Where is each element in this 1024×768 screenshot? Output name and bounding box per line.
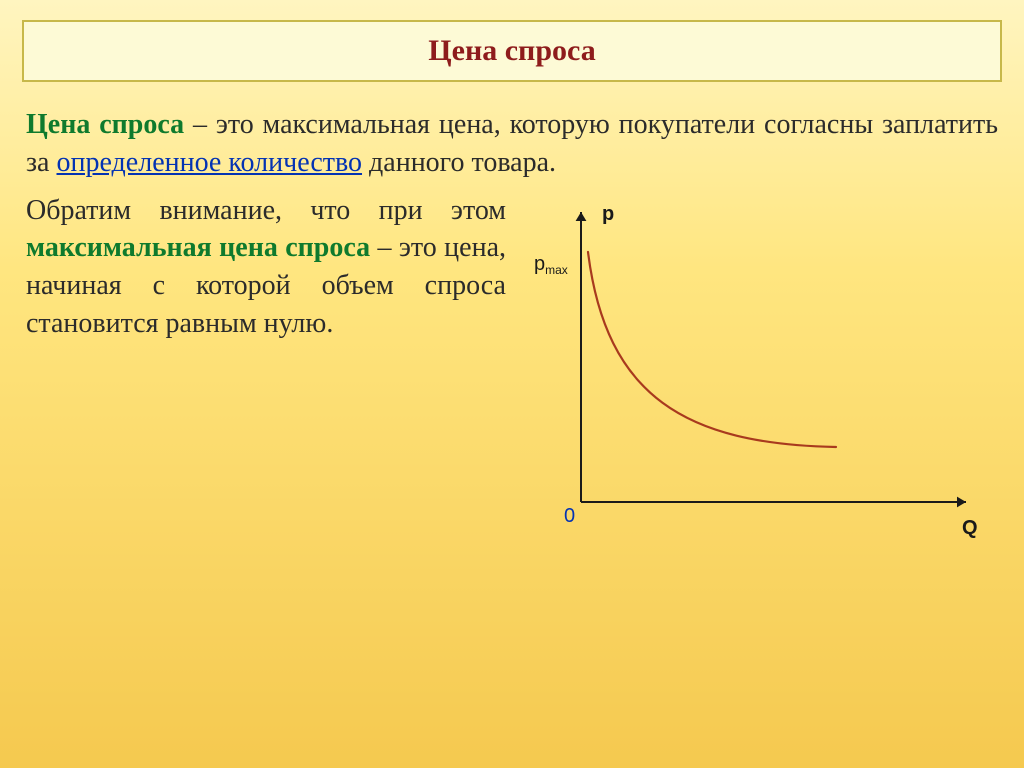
- title-panel: Цена спроса: [22, 20, 1002, 82]
- row-para-chart: Обратим внимание, что при этом максималь…: [26, 192, 998, 552]
- definition-paragraph: Цена спроса – это максимальная цена, кот…: [26, 106, 998, 182]
- page-title: Цена спроса: [24, 34, 1000, 68]
- demand-curve-chart: p Q 0 pmax: [526, 192, 998, 552]
- link-quantity[interactable]: определенное количество: [57, 147, 363, 178]
- svg-text:Q: Q: [962, 517, 978, 539]
- svg-text:p: p: [602, 203, 614, 225]
- body-text: Цена спроса – это максимальная цена, кот…: [26, 106, 998, 552]
- svg-text:pmax: pmax: [534, 253, 568, 277]
- term-demand-price: Цена спроса: [26, 109, 184, 140]
- chart-svg: p Q 0 pmax: [526, 192, 986, 552]
- def-text-2: данного товара.: [362, 147, 556, 178]
- term-max-demand-price: максимальная цена спроса: [26, 232, 370, 263]
- svg-text:0: 0: [564, 505, 575, 527]
- note-text-pre: Обратим внимание, что при этом: [26, 195, 506, 226]
- note-paragraph: Обратим внимание, что при этом максималь…: [26, 192, 506, 343]
